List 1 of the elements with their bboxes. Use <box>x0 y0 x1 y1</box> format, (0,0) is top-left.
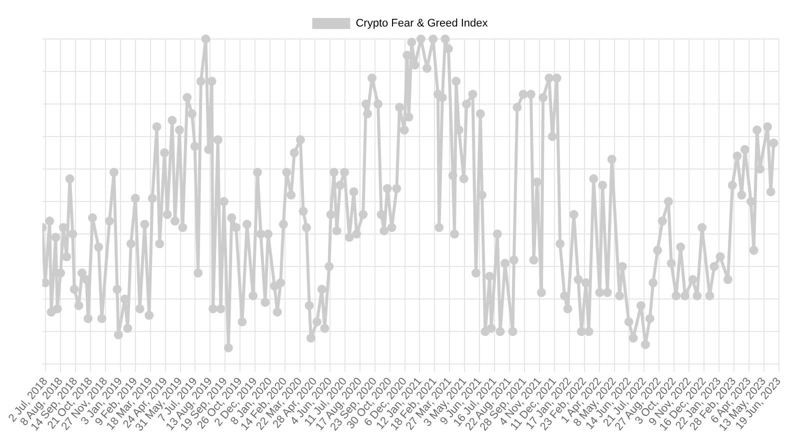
legend-label: Crypto Fear & Greed Index <box>356 18 488 30</box>
